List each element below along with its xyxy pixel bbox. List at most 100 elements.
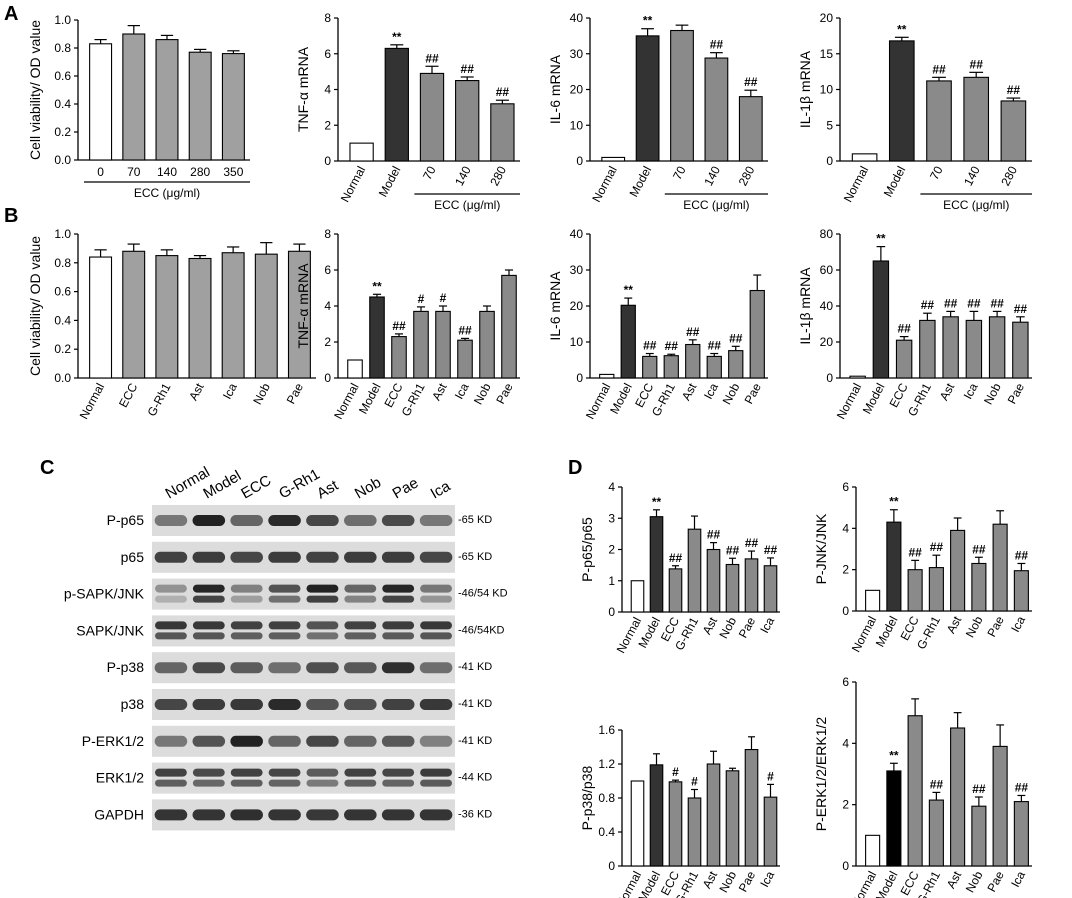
band [382, 584, 415, 593]
x-tick-label: 70 [127, 165, 141, 179]
band [382, 779, 415, 787]
size-marker: -41 KD [458, 661, 492, 673]
y-tick-label: 4 [324, 83, 331, 97]
y-axis-title: Cell viability/ OD value [27, 236, 43, 376]
band [306, 735, 339, 747]
y-axis-title: IL-1β mRNA [797, 267, 813, 345]
bar-280 [738, 96, 763, 162]
band [154, 662, 188, 674]
band [419, 809, 453, 821]
band [420, 584, 452, 593]
y-tick-label: 6 [324, 47, 331, 61]
band [381, 662, 415, 674]
blot-row-ERK1/2: ERK1/2 -44 KD [96, 762, 492, 794]
band [154, 809, 188, 821]
bar-G-Rh1 [663, 355, 679, 379]
y-tick-label: 40 [570, 11, 584, 25]
x-tick-label: Ast [186, 380, 207, 402]
x-tick-label: Ast [429, 380, 450, 402]
significance-mark: ## [990, 296, 1004, 310]
bar-Model [886, 521, 902, 612]
x-tick-label: Nob [471, 381, 494, 407]
y-tick-label: 80 [820, 227, 834, 241]
band [306, 515, 339, 526]
y-tick-label: 0.6 [54, 69, 71, 83]
band [419, 699, 453, 710]
bar-Nob [971, 805, 987, 867]
chart-B4: 0 20 40 60 80 IL-1β mRNA Normal ** Model ## ECC ## G… [797, 227, 1032, 422]
y-axis-title: P-p65/p65 [579, 517, 595, 582]
bar-Ica [221, 252, 245, 379]
x-tick-label: 280 [190, 165, 210, 179]
band [344, 621, 377, 630]
lane-label-G-Rh1: G-Rh1 [276, 466, 323, 503]
band [192, 595, 225, 603]
size-marker: -65 KD [458, 514, 492, 526]
bar-Normal [630, 580, 645, 613]
group-label: ECC (μg/ml) [943, 198, 1009, 212]
lane-label-Pae: Pae [390, 474, 422, 502]
bar-Nob [728, 350, 744, 379]
y-axis-title: IL-1β mRNA [797, 50, 813, 128]
bar-Normal [601, 156, 626, 162]
protein-label: GAPDH [94, 806, 144, 822]
bar-140 [455, 80, 480, 162]
x-tick-label: Model [376, 164, 404, 199]
significance-mark: ## [710, 38, 724, 52]
bar-Model [369, 296, 385, 379]
x-tick-label: Nob [716, 869, 739, 895]
band [154, 515, 188, 526]
bar-G-Rh1 [928, 799, 944, 867]
significance-mark: ** [652, 495, 662, 509]
bar-140 [155, 39, 179, 161]
band [306, 632, 339, 640]
x-tick-label: ECC [116, 381, 140, 410]
lane-label-Nob: Nob [352, 474, 384, 502]
x-tick-label: Pae [284, 381, 307, 407]
band [192, 699, 226, 710]
significance-mark: # [418, 292, 425, 306]
band [344, 735, 377, 747]
bar-Model [649, 516, 664, 613]
significance-mark: ## [908, 545, 922, 559]
y-tick-label: 0 [608, 605, 615, 619]
significance-mark: ## [1015, 548, 1029, 562]
x-tick-label: Ica [757, 869, 777, 890]
band [381, 809, 415, 821]
y-tick-label: 4 [842, 736, 849, 750]
band [420, 595, 452, 603]
significance-mark: ** [889, 495, 899, 509]
x-tick-label: Ica [220, 381, 240, 402]
y-axis-title: P-ERK1/2/ERK1/2 [813, 717, 829, 832]
band [230, 779, 263, 787]
band [192, 735, 226, 747]
band [230, 699, 263, 710]
protein-label: P-p38 [107, 659, 145, 675]
bar-G-Rh1 [687, 797, 702, 867]
bar-G-Rh1 [687, 528, 702, 613]
bar-Pae [992, 523, 1008, 612]
bar-Ast [950, 727, 966, 867]
y-tick-label: 0 [826, 154, 833, 168]
bar-ECC [668, 568, 683, 613]
bar-Pae [744, 558, 759, 613]
blot-row-GAPDH: GAPDH -36 KD [94, 799, 492, 831]
x-tick-label: Model [860, 381, 888, 416]
y-tick-label: 0.2 [54, 125, 71, 139]
bar-Model [635, 35, 660, 162]
significance-mark: ## [729, 331, 743, 345]
y-tick-label: 40 [820, 299, 834, 313]
bar-Normal [349, 142, 374, 162]
band [344, 699, 377, 710]
band [306, 699, 339, 710]
band [230, 621, 263, 630]
y-tick-label: 2 [842, 563, 849, 577]
bar-Ica [763, 796, 778, 867]
chart-A1: 0.0 0.2 0.4 0.6 0.8 1.0 Cell viability/ OD val… [27, 13, 250, 200]
chart-B1: 0.0 0.2 0.4 0.6 0.8 1.0 Cell viability/ OD val… [27, 227, 316, 422]
significance-mark: ## [425, 51, 439, 65]
chart-A4: 0 5 10 15 20 IL-1β mRNA Normal ** Model ## 70 ## 140… [797, 11, 1032, 212]
